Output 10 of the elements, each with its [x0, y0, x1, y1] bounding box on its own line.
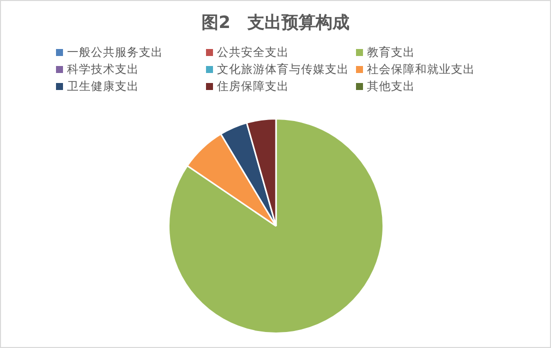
legend-label: 科学技术支出	[67, 62, 139, 77]
legend-label: 住房保障支出	[217, 79, 289, 94]
chart-title: 图2 支出预算构成	[200, 12, 350, 34]
legend-label: 公共安全支出	[217, 45, 289, 60]
legend-label: 一般公共服务支出	[67, 45, 163, 60]
legend-label: 卫生健康支出	[67, 79, 139, 94]
legend-label: 文化旅游体育与传媒支出	[217, 62, 349, 77]
legend-label: 社会保障和就业支出	[367, 62, 475, 77]
legend-label: 教育支出	[367, 45, 415, 60]
legend-label: 其他支出	[367, 79, 415, 94]
